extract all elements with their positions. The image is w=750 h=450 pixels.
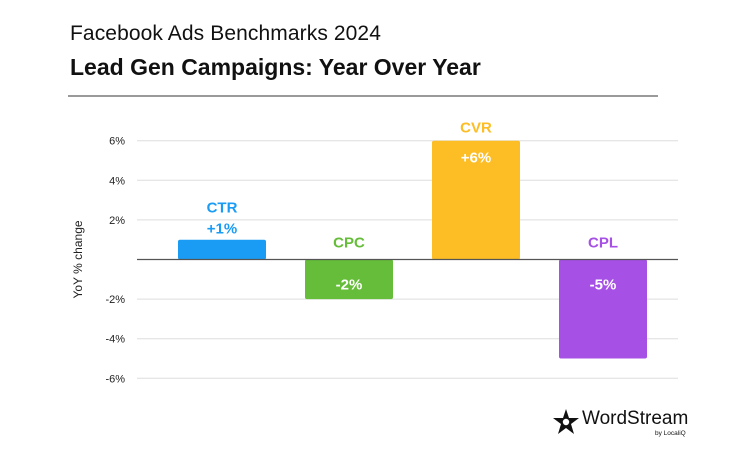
y-tick-label: -4% — [105, 334, 125, 346]
chart-subtitle: Lead Gen Campaigns: Year Over Year — [70, 54, 481, 80]
data-label: +1% — [207, 221, 237, 238]
y-tick-label: 6% — [109, 136, 125, 148]
brand-tagline: by LocaliQ — [655, 430, 686, 437]
y-axis-label: YoY % change — [71, 220, 85, 298]
category-label: CPL — [588, 235, 618, 252]
y-tick-label: -6% — [105, 373, 125, 385]
y-tick-label: 2% — [109, 215, 125, 227]
category-label: CPC — [333, 235, 365, 252]
data-label: -2% — [336, 277, 363, 294]
y-tick-label: -2% — [105, 294, 125, 306]
brand-name: WordStream — [582, 408, 689, 429]
y-tick-label: 4% — [109, 175, 125, 187]
bar-cvr — [432, 140, 520, 260]
bar-ctr — [178, 239, 266, 260]
category-label: CVR — [460, 120, 492, 137]
bar-cpl — [559, 259, 647, 359]
bar-cpc — [305, 259, 393, 300]
title-divider — [68, 95, 658, 97]
chart-title: Facebook Ads Benchmarks 2024 — [70, 22, 381, 45]
wordstream-logo-icon — [553, 409, 579, 434]
data-label: -5% — [590, 277, 617, 294]
category-label: CTR — [207, 200, 238, 217]
data-label: +6% — [461, 150, 491, 167]
